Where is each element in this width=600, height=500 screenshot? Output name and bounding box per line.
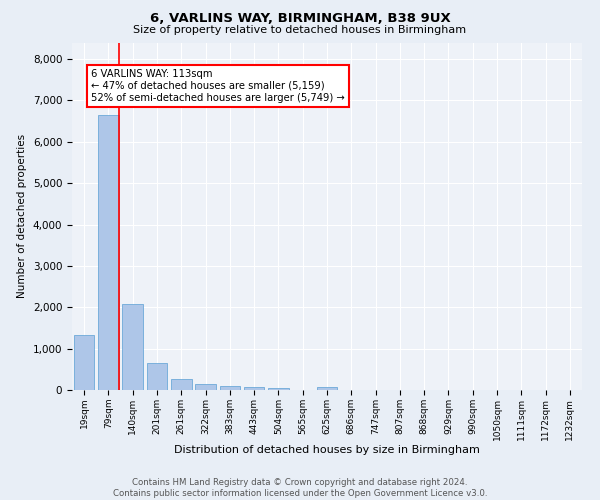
Bar (74, 336, 94, 390)
Bar (317, 387, 337, 390)
Bar (220, 386, 240, 390)
Bar (122, 304, 143, 390)
Text: Size of property relative to detached houses in Birmingham: Size of property relative to detached ho… (133, 25, 467, 35)
Text: 6, VARLINS WAY, BIRMINGHAM, B38 9UX: 6, VARLINS WAY, BIRMINGHAM, B38 9UX (149, 12, 451, 26)
Bar (268, 388, 289, 390)
Y-axis label: Number of detached properties: Number of detached properties (17, 134, 27, 298)
Text: 6 VARLINS WAY: 113sqm
← 47% of detached houses are smaller (5,159)
52% of semi-d: 6 VARLINS WAY: 113sqm ← 47% of detached … (91, 70, 345, 102)
Bar (195, 384, 216, 390)
Text: Contains HM Land Registry data © Crown copyright and database right 2024.
Contai: Contains HM Land Registry data © Crown c… (113, 478, 487, 498)
Bar (146, 362, 167, 390)
Bar (171, 379, 191, 390)
Bar (244, 387, 265, 390)
X-axis label: Distribution of detached houses by size in Birmingham: Distribution of detached houses by size … (174, 446, 480, 456)
Bar (98, 115, 119, 390)
